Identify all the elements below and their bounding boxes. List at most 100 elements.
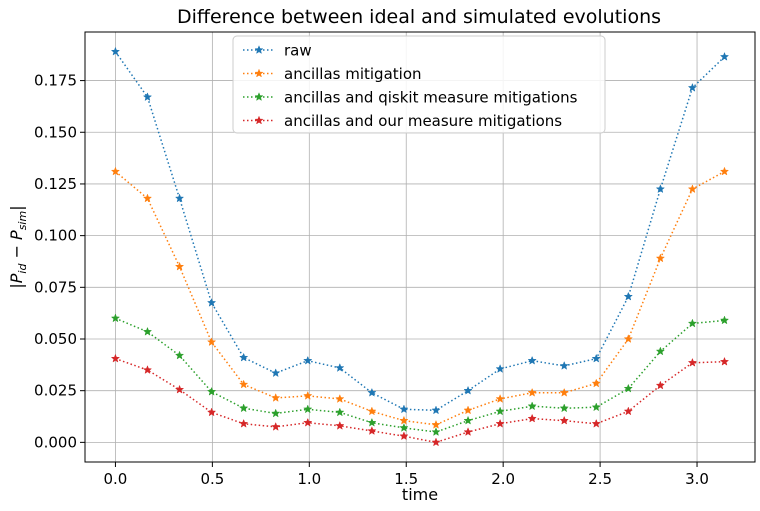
data-point <box>655 253 666 263</box>
data-point <box>367 406 377 416</box>
data-point <box>719 166 730 176</box>
data-point <box>367 426 377 435</box>
legend-label: ancillas mitigation <box>284 65 422 83</box>
x-tick-label: 0.0 <box>104 470 128 488</box>
y-tick-label: 0.150 <box>34 123 77 141</box>
data-point <box>687 82 698 92</box>
data-point <box>719 51 730 61</box>
plot-frame <box>84 31 756 463</box>
series-line <box>115 317 725 433</box>
legend-entry: ancillas mitigation <box>243 65 422 83</box>
data-point <box>239 418 249 428</box>
data-point <box>463 415 473 425</box>
legend-box <box>232 35 606 134</box>
data-point <box>142 92 153 102</box>
x-tick-label: 2.5 <box>588 470 612 488</box>
data-point <box>206 337 217 347</box>
series-line <box>114 170 725 426</box>
data-point <box>206 297 217 307</box>
y-axis-ticks: 0.000 0.025 0.050 0.075 0.100 0.125 0.150 0.175 <box>34 72 85 451</box>
data-point <box>559 360 569 370</box>
data-point <box>463 427 473 436</box>
data-point <box>303 390 313 400</box>
chart-title: Difference between ideal and simulated e… <box>177 6 661 28</box>
legend: raw ancillas mitigation ancillas and qiski… <box>232 35 606 134</box>
legend-entry: ancillas and our measure mitigations <box>243 112 562 130</box>
data-point <box>623 334 633 343</box>
data-point <box>335 420 345 430</box>
data-point <box>110 313 121 323</box>
data-point <box>399 422 409 432</box>
data-point <box>559 415 569 425</box>
data-point <box>206 386 217 396</box>
data-point <box>399 415 409 425</box>
legend-marker <box>254 45 264 54</box>
data-point <box>495 394 505 403</box>
legend-label: ancillas and qiskit measure mitigations <box>284 89 578 107</box>
data-point <box>655 184 666 194</box>
data-point <box>431 405 441 415</box>
series-line <box>115 357 725 444</box>
data-point <box>623 383 633 393</box>
y-tick-label: 0.025 <box>34 382 77 400</box>
data-point <box>463 385 473 395</box>
y-tick-label: 0.100 <box>34 227 77 245</box>
data-point <box>206 407 217 417</box>
data-point <box>303 355 313 365</box>
data-point <box>174 261 185 271</box>
data-point <box>110 46 121 56</box>
data-point <box>431 437 441 447</box>
x-tick-label: 3.0 <box>685 470 709 488</box>
data-point <box>591 353 601 363</box>
series-ancillas-and-our-measure-mitigations <box>110 353 730 447</box>
series-ancillas-mitigation <box>110 166 730 429</box>
data-point <box>687 357 698 367</box>
data-point <box>110 353 121 363</box>
data-point <box>239 379 249 389</box>
data-point <box>655 380 666 390</box>
y-axis-label: |Pid − Psim| <box>7 205 29 288</box>
data-point <box>367 387 377 397</box>
data-point <box>591 418 601 428</box>
data-point <box>271 408 281 418</box>
data-point <box>719 356 730 366</box>
data-point <box>239 352 249 362</box>
x-axis-ticks: 0.0 0.5 1.0 1.5 2.0 2.5 3.0 <box>104 462 709 488</box>
data-point <box>591 402 601 412</box>
data-point <box>303 404 313 414</box>
y-tick-label: 0.050 <box>34 330 77 348</box>
legend-label: raw <box>284 42 312 60</box>
data-point <box>303 417 313 427</box>
x-tick-label: 1.0 <box>297 470 321 488</box>
y-tick-label: 0.075 <box>34 278 77 296</box>
data-point <box>495 364 505 373</box>
data-point <box>559 387 569 397</box>
data-point <box>655 346 666 356</box>
data-point <box>142 326 153 336</box>
x-tick-label: 0.5 <box>200 470 224 488</box>
data-point <box>399 431 409 441</box>
data-point <box>367 417 377 427</box>
data-point <box>591 378 601 388</box>
data-point <box>431 419 441 429</box>
x-tick-label: 2.0 <box>491 470 515 488</box>
data-point <box>239 403 249 413</box>
data-point <box>623 406 633 416</box>
y-tick-label: 0.000 <box>34 433 77 451</box>
legend-marker <box>254 92 264 101</box>
legend-entry: raw <box>243 42 312 60</box>
x-tick-label: 1.5 <box>394 470 418 488</box>
data-point <box>527 355 537 365</box>
data-point <box>399 404 409 414</box>
series-raw <box>110 46 730 415</box>
legend-entry: ancillas and qiskit measure mitigations <box>243 89 578 107</box>
data-point <box>719 315 730 325</box>
legend-label: ancillas and our measure mitigations <box>284 112 562 130</box>
data-point <box>174 193 185 203</box>
data-point <box>463 405 473 415</box>
data-point <box>495 406 505 416</box>
y-tick-label: 0.175 <box>34 72 77 90</box>
data-point <box>527 413 537 423</box>
y-tick-label: 0.125 <box>34 175 77 193</box>
